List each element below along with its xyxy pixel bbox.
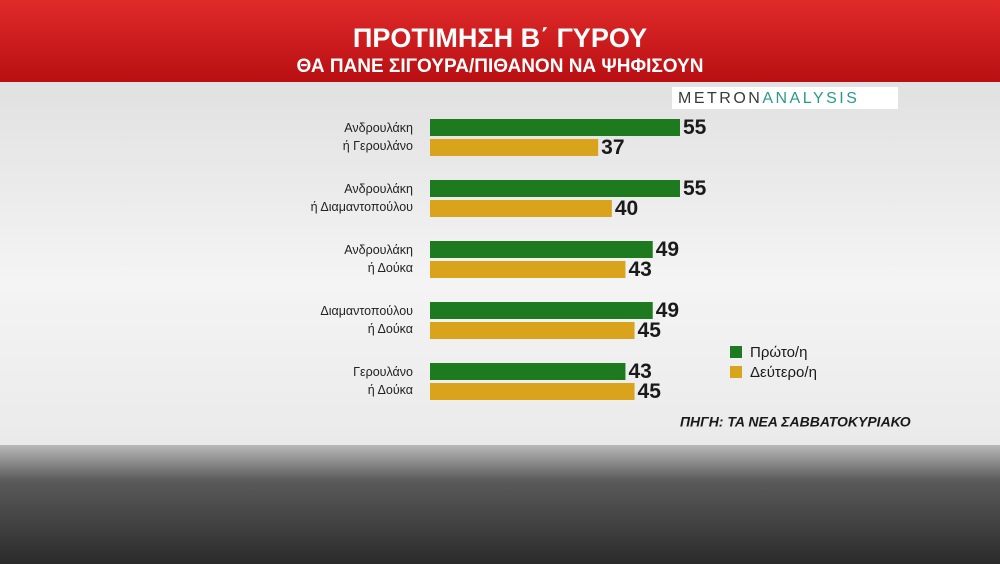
y-tick-label: Γερουλάνο: [353, 365, 413, 379]
bar: [430, 180, 680, 197]
value-label: 43: [628, 258, 651, 281]
value-label: 55: [683, 177, 707, 200]
bar: [430, 119, 680, 136]
bar: [430, 241, 653, 258]
value-label: 49: [656, 299, 679, 322]
header: [0, 0, 1000, 82]
bar: [430, 383, 635, 400]
legend-label: Πρώτο/η: [750, 344, 807, 361]
bar: [430, 302, 653, 319]
value-label: 43: [628, 360, 651, 383]
y-tick-label: ή Διαμαντοπούλου: [311, 200, 414, 214]
legend-swatch: [730, 346, 742, 358]
logo-part: METRON: [678, 90, 762, 107]
y-tick-label: ή Γερουλάνο: [343, 139, 413, 153]
logo: METRONANALYSIS: [678, 90, 859, 107]
value-label: 37: [601, 136, 624, 159]
y-tick-label: ή Δούκα: [368, 322, 413, 336]
value-label: 45: [638, 319, 662, 342]
bar: [430, 139, 599, 156]
bar: [430, 322, 635, 339]
chart-subtitle: ΘΑ ΠΑΝΕ ΣΙΓΟΥΡΑ/ΠΙΘΑΝΟΝ ΝΑ ΨΗΦΙΣΟΥΝ: [297, 56, 704, 77]
logo-part: ANALYSIS: [762, 90, 859, 107]
bar: [430, 200, 612, 217]
footer-band: [0, 445, 1000, 564]
y-tick-label: Ανδρουλάκη: [344, 243, 413, 257]
y-tick-label: ή Δούκα: [368, 383, 413, 397]
y-tick-label: ή Δούκα: [368, 261, 413, 275]
value-label: 40: [615, 197, 638, 220]
value-label: 49: [656, 238, 679, 261]
bar: [430, 261, 626, 278]
logo-box: [672, 87, 898, 109]
value-label: 55: [683, 116, 707, 139]
value-label: 45: [638, 380, 662, 403]
chart-title: ΠΡΟΤΙΜΗΣΗ Β΄ ΓΥΡΟΥ: [353, 23, 647, 53]
source: ΠΗΓΗ: ΤΑ ΝΕΑ ΣΑΒΒΑΤΟΚΥΡΙΑΚΟ: [680, 414, 911, 430]
y-tick-label: Διαμαντοπούλου: [320, 304, 413, 318]
legend-swatch: [730, 366, 742, 378]
y-tick-label: Ανδρουλάκη: [344, 182, 413, 196]
bar: [430, 363, 626, 380]
y-tick-label: Ανδρουλάκη: [344, 121, 413, 135]
legend-label: Δεύτερο/η: [750, 364, 817, 381]
